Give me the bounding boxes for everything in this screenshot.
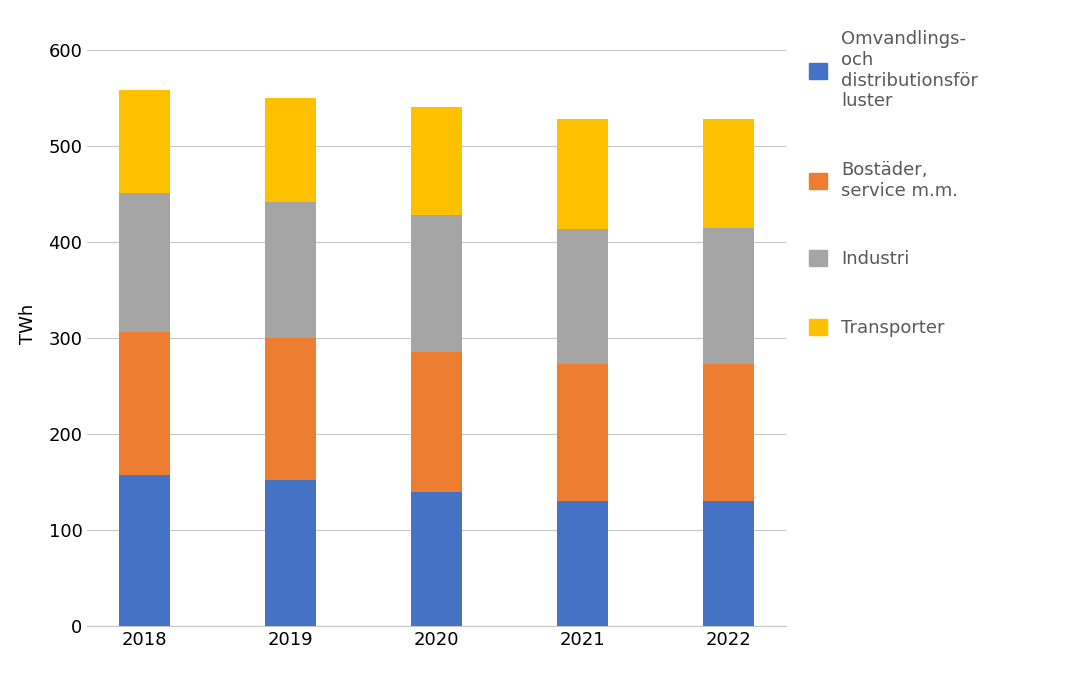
Bar	[556, 501, 608, 626]
Bar	[265, 202, 316, 338]
Bar	[411, 215, 461, 352]
Bar	[119, 193, 170, 332]
Bar	[119, 90, 170, 193]
Bar	[119, 332, 170, 475]
Y-axis label: TWh: TWh	[20, 303, 37, 344]
Bar	[119, 475, 170, 626]
Bar	[265, 338, 316, 480]
Bar	[703, 501, 754, 626]
Bar	[411, 352, 461, 492]
Bar	[556, 119, 608, 230]
Bar	[703, 119, 754, 228]
Bar	[265, 480, 316, 626]
Bar	[703, 228, 754, 364]
Bar	[556, 364, 608, 501]
Legend: Omvandlings-
och
distributionsför
luster, Bostäder,
service m.m., Industri, Tran: Omvandlings- och distributionsför luster…	[808, 30, 978, 338]
Bar	[265, 97, 316, 202]
Bar	[703, 364, 754, 501]
Bar	[556, 230, 608, 364]
Bar	[411, 107, 461, 215]
Bar	[411, 492, 461, 626]
